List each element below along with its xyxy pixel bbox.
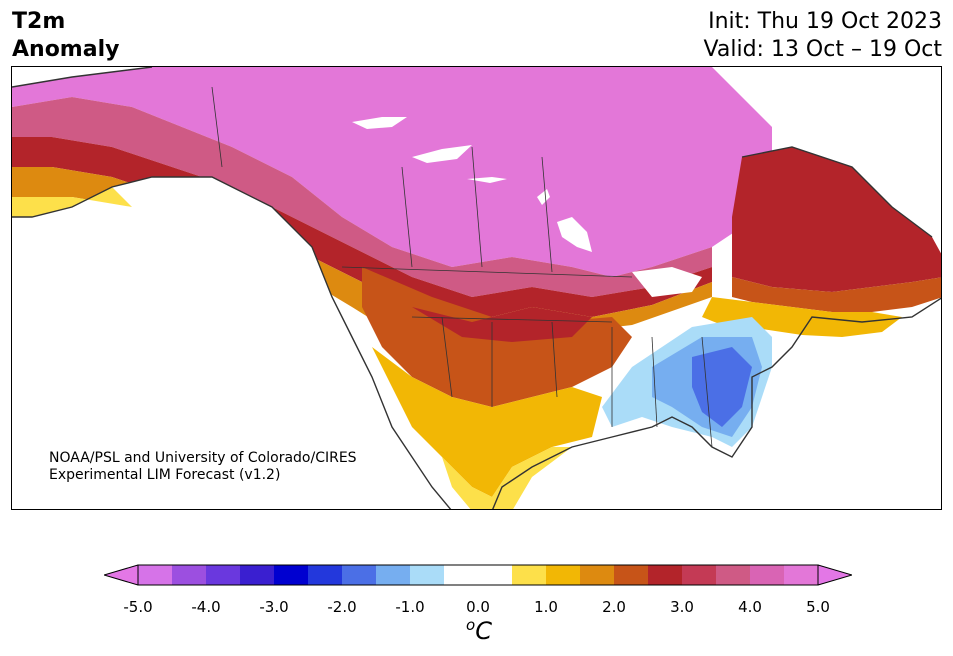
anomaly-map [11, 66, 942, 510]
colorbar-swatch [478, 565, 513, 585]
colorbar-over-arrow [818, 565, 852, 585]
colorbar-swatch [138, 565, 173, 585]
atlantic-ocean [712, 357, 941, 509]
alaska-coast-warm [12, 187, 132, 217]
cool-anomaly-east-us [602, 317, 772, 447]
colorbar-swatch [308, 565, 343, 585]
colorbar-tick-label: -2.0 [327, 598, 357, 616]
coastlines [12, 67, 941, 509]
warm-anomaly-east-canada [702, 147, 941, 337]
colorbar-swatches [138, 565, 819, 585]
credit-line-1: NOAA/PSL and University of Colorado/CIRE… [49, 450, 357, 466]
colorbar-swatch [614, 565, 649, 585]
colorbar-swatch [580, 565, 615, 585]
colorbar-outline [137, 564, 819, 586]
colorbar-swatch [716, 565, 751, 585]
forecast-dates: Init: Thu 19 Oct 2023 Valid: 13 Oct – 19… [704, 8, 942, 64]
colorbar-swatch [648, 565, 683, 585]
colorbar-swatch [784, 565, 819, 585]
lakes [352, 117, 702, 297]
colorbar-tick-label: 0.0 [466, 598, 490, 616]
colorbar-swatch [750, 565, 785, 585]
colorbar-tick-label: 2.0 [602, 598, 626, 616]
colorbar-swatch [274, 565, 309, 585]
title-kind: Anomaly [12, 37, 120, 62]
colorbar [104, 564, 852, 586]
colorbar-tick-label: -5.0 [123, 598, 153, 616]
colorbar-swatch [376, 565, 411, 585]
colorbar-ticks: -5.0 -4.0 -3.0 -2.0 -1.0 0.0 1.0 2.0 3.0 4.0 5.0 [0, 598, 953, 618]
colorbar-tick-label: 3.0 [670, 598, 694, 616]
colorbar-swatch [546, 565, 581, 585]
colorbar-swatch [682, 565, 717, 585]
greenland [762, 67, 941, 187]
colorbar-tick-label: 4.0 [738, 598, 762, 616]
colorbar-swatch [206, 565, 241, 585]
colorbar-under-arrow [104, 565, 138, 585]
colorbar-swatch [342, 565, 377, 585]
plot-title: T2m Anomaly [12, 8, 119, 64]
colorbar-swatch [512, 565, 547, 585]
pacific-ocean [12, 177, 451, 509]
colorbar-swatch [240, 565, 275, 585]
colorbar-swatch [172, 565, 207, 585]
colorbar-tick-label: -3.0 [259, 598, 289, 616]
credit-line-2: Experimental LIM Forecast (v1.2) [49, 467, 281, 483]
title-variable: T2m [12, 9, 66, 34]
colorbar-unit: oC [466, 616, 492, 645]
colorbar-tick-label: 1.0 [534, 598, 558, 616]
colorbar-swatch [444, 565, 479, 585]
colorbar-swatch [410, 565, 445, 585]
valid-range: Valid: 13 Oct – 19 Oct [703, 37, 942, 62]
colorbar-tick-label: 5.0 [806, 598, 830, 616]
map-canvas [12, 67, 941, 509]
init-date: Init: Thu 19 Oct 2023 [708, 9, 942, 34]
colorbar-tick-label: -1.0 [395, 598, 425, 616]
credit-text: NOAA/PSL and University of Colorado/CIRE… [49, 450, 357, 484]
political-borders [211, 86, 713, 448]
colorbar-tick-label: -4.0 [191, 598, 221, 616]
